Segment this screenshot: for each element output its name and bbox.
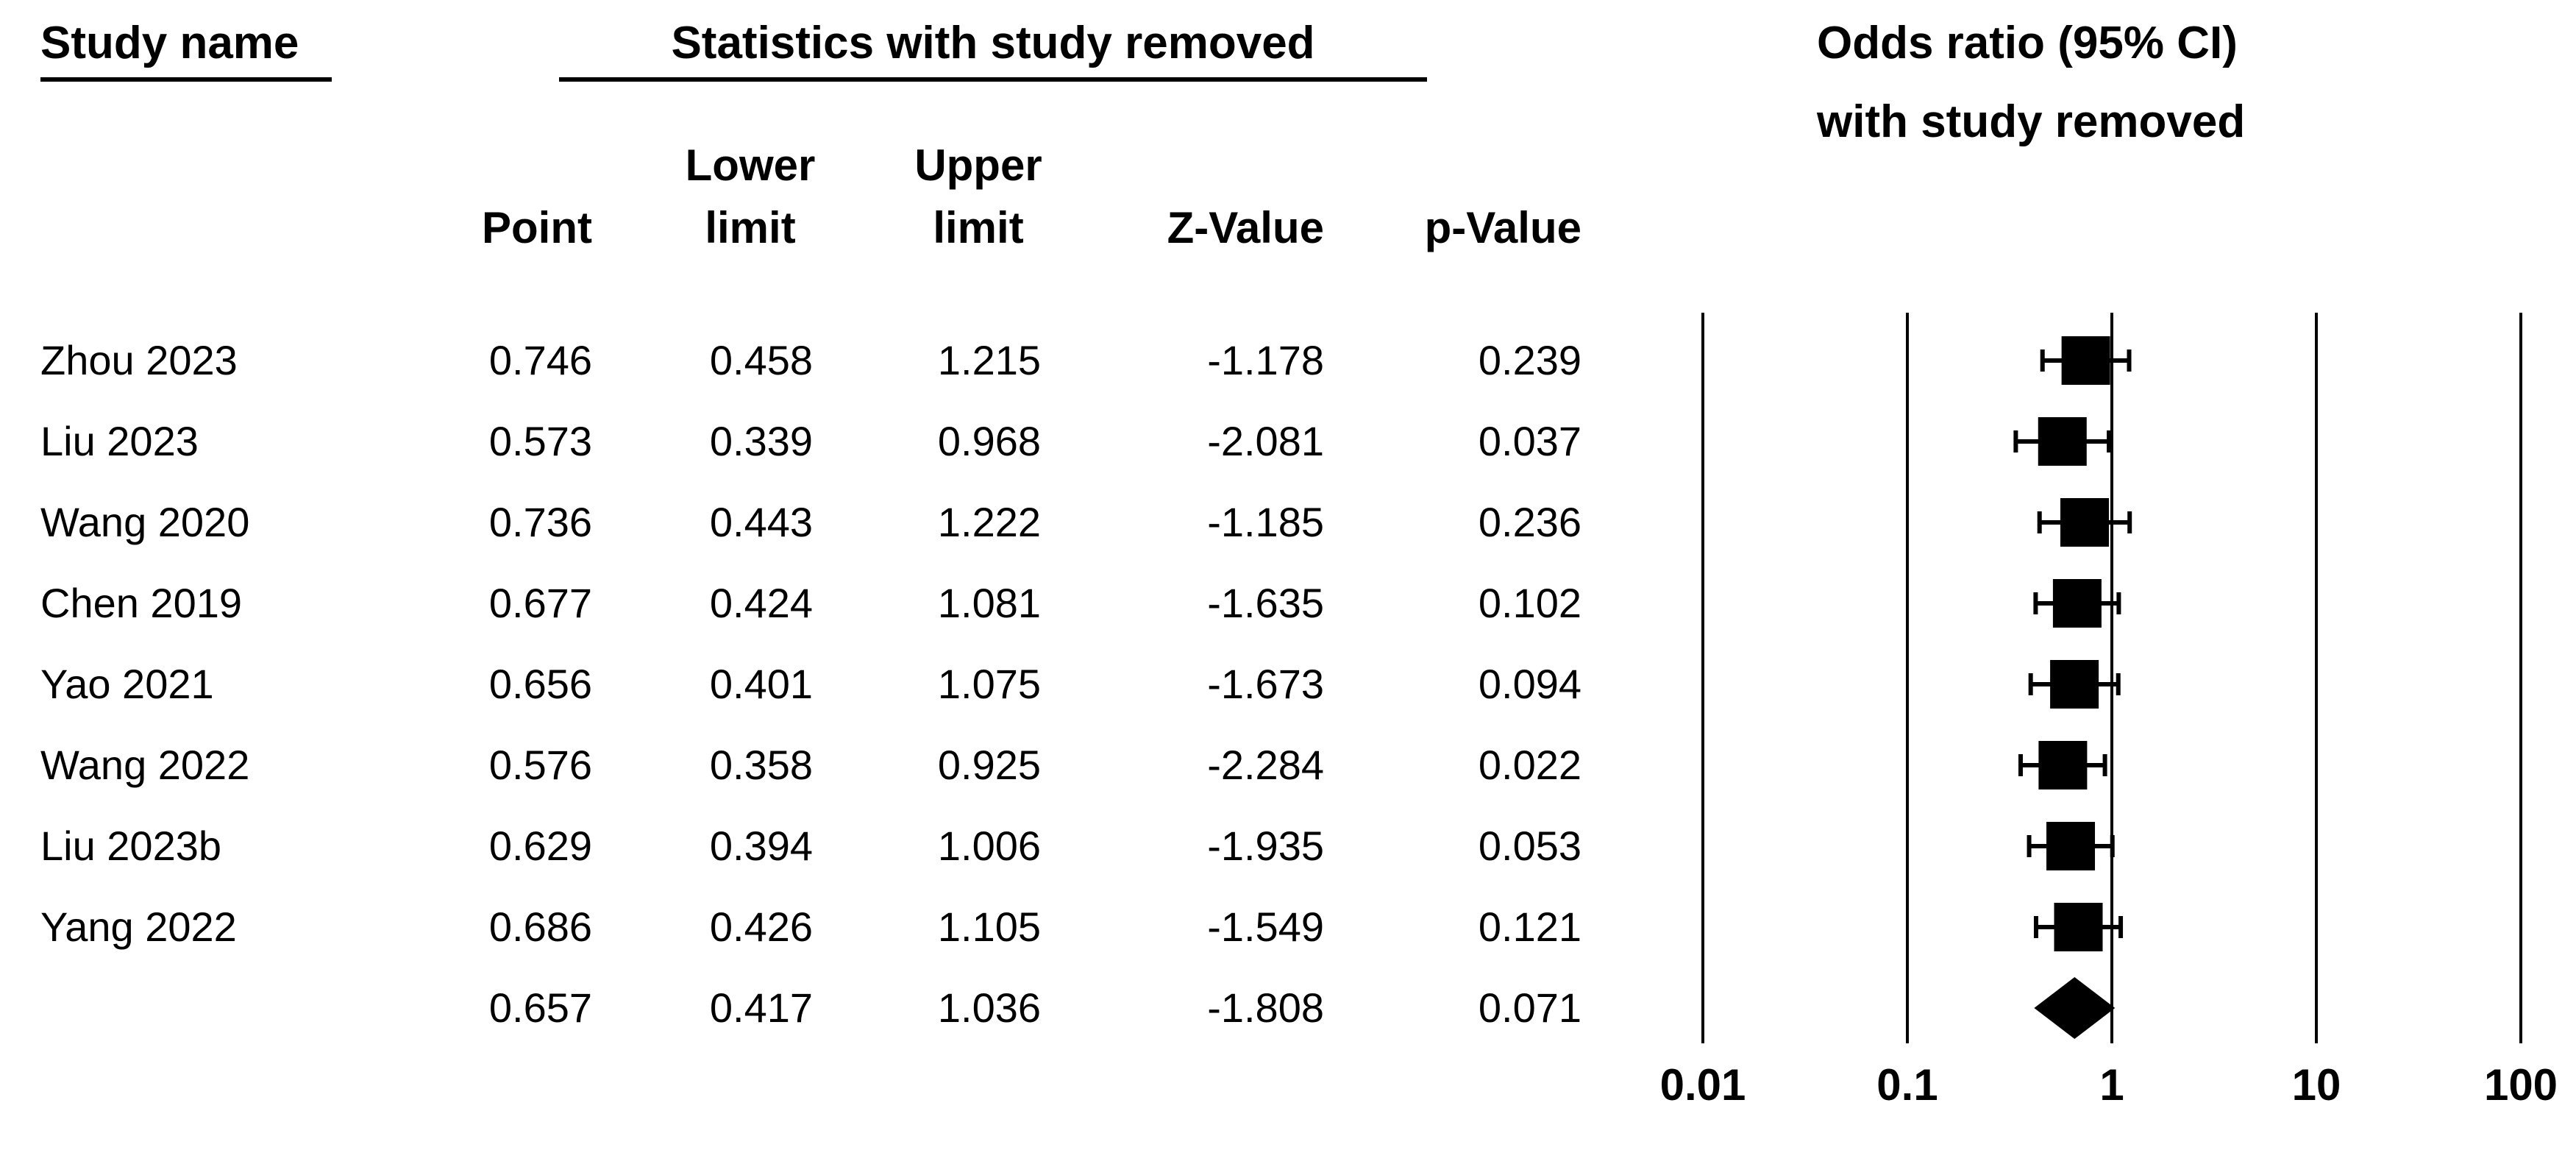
- forest-plot-svg: [1701, 313, 2522, 1043]
- cell-study: Wang 2022: [40, 742, 250, 788]
- cell-upper: 1.081: [937, 580, 1041, 626]
- table-row: Liu 2023 0.573 0.339 0.968 -2.081 0.037: [0, 401, 1618, 482]
- cell-point: 0.576: [488, 742, 592, 788]
- axis-labels: 0.01 0.1 1 10 100: [1655, 1060, 2576, 1126]
- cell-upper: 1.215: [937, 337, 1041, 383]
- axis-tick-label: 0.01: [1659, 1060, 1746, 1110]
- cell-point: 0.686: [488, 904, 592, 950]
- cell-point: 0.629: [488, 823, 592, 869]
- cell-p: 0.022: [1478, 742, 1581, 788]
- plot-title-line1: Odds ratio (95% CI): [1817, 18, 2238, 68]
- column-header-point: Point: [482, 203, 592, 252]
- column-header-lower-line1: Lower: [685, 141, 816, 190]
- cell-upper: 0.925: [937, 742, 1041, 788]
- table-row: Yang 2022 0.686 0.426 1.105 -1.549 0.121: [0, 887, 1618, 968]
- cell-z: -1.178: [1207, 337, 1324, 383]
- summary-row: 0.657 0.417 1.036 -1.808 0.071: [0, 968, 1618, 1048]
- cell-study: Liu 2023b: [40, 823, 222, 869]
- table-row: Wang 2022 0.576 0.358 0.925 -2.284 0.022: [0, 725, 1618, 806]
- cell-point: 0.746: [488, 337, 592, 383]
- table-row: Chen 2019 0.677 0.424 1.081 -1.635 0.102: [0, 563, 1618, 644]
- axis-tick-label: 0.1: [1876, 1060, 1938, 1110]
- point-estimate-square: [2038, 417, 2087, 466]
- table-rows: Zhou 2023 0.746 0.458 1.215 -1.178 0.239 Liu 2…: [0, 320, 1618, 1048]
- point-estimate-square: [2054, 903, 2103, 951]
- cell-lower: 0.417: [709, 984, 813, 1031]
- table-row: Yao 2021 0.656 0.401 1.075 -1.673 0.094: [0, 644, 1618, 725]
- cell-lower: 0.426: [709, 904, 813, 950]
- cell-upper: 1.036: [937, 984, 1041, 1031]
- table-row: Wang 2020 0.736 0.443 1.222 -1.185 0.236: [0, 482, 1618, 563]
- cell-point: 0.656: [488, 661, 592, 707]
- cell-z: -2.081: [1207, 418, 1324, 464]
- cell-z: -1.673: [1207, 661, 1324, 707]
- axis-tick-label: 1: [2099, 1060, 2124, 1110]
- axis-tick-label: 100: [2483, 1060, 2558, 1110]
- cell-z: -1.635: [1207, 580, 1324, 626]
- cell-p: 0.102: [1478, 580, 1581, 626]
- cell-z: -2.284: [1207, 742, 1324, 788]
- cell-z: -1.808: [1207, 984, 1324, 1031]
- summary-diamond: [2034, 977, 2116, 1039]
- cell-p: 0.071: [1478, 984, 1581, 1031]
- column-header-z-value: Z-Value: [1167, 203, 1324, 252]
- cell-p: 0.094: [1478, 661, 1581, 707]
- cell-upper: 1.222: [937, 499, 1041, 545]
- cell-point: 0.573: [488, 418, 592, 464]
- cell-z: -1.185: [1207, 499, 1324, 545]
- cell-z: -1.935: [1207, 823, 1324, 869]
- cell-study: Wang 2020: [40, 499, 250, 545]
- cell-p: 0.239: [1478, 337, 1581, 383]
- cell-upper: 1.105: [937, 904, 1041, 950]
- cell-p: 0.037: [1478, 418, 1581, 464]
- point-estimate-square: [2061, 336, 2110, 385]
- cell-point: 0.736: [488, 499, 592, 545]
- cell-study: Yang 2022: [40, 904, 237, 950]
- plot-title-line2: with study removed: [1817, 96, 2246, 147]
- study-name-header: Study name: [40, 18, 332, 82]
- column-header-upper-line1: Upper: [914, 141, 1042, 190]
- cell-point: 0.677: [488, 580, 592, 626]
- cell-upper: 1.006: [937, 823, 1041, 869]
- column-header-lower-line2: limit: [705, 203, 796, 252]
- axis-tick-label: 10: [2291, 1060, 2341, 1110]
- cell-p: 0.236: [1478, 499, 1581, 545]
- cell-upper: 0.968: [937, 418, 1041, 464]
- cell-lower: 0.401: [709, 661, 813, 707]
- point-estimate-square: [2046, 822, 2096, 870]
- column-header-p-value: p-Value: [1424, 203, 1581, 252]
- cell-study: Zhou 2023: [40, 337, 238, 383]
- cell-point: 0.657: [488, 984, 592, 1031]
- column-header-upper-line2: limit: [933, 203, 1024, 252]
- cell-p: 0.053: [1478, 823, 1581, 869]
- cell-study: Liu 2023: [40, 418, 199, 464]
- cell-lower: 0.339: [709, 418, 813, 464]
- cell-z: -1.549: [1207, 904, 1324, 950]
- cell-lower: 0.458: [709, 337, 813, 383]
- cell-upper: 1.075: [937, 661, 1041, 707]
- stats-group-header: Statistics with study removed: [559, 18, 1427, 82]
- point-estimate-square: [2050, 660, 2099, 709]
- cell-lower: 0.394: [709, 823, 813, 869]
- cell-study: Yao 2021: [40, 661, 214, 707]
- point-estimate-square: [2060, 498, 2109, 547]
- table-row: Zhou 2023 0.746 0.458 1.215 -1.178 0.239: [0, 320, 1618, 401]
- cell-p: 0.121: [1478, 904, 1581, 950]
- point-estimate-square: [2052, 579, 2102, 628]
- cell-lower: 0.358: [709, 742, 813, 788]
- table-row: Liu 2023b 0.629 0.394 1.006 -1.935 0.053: [0, 806, 1618, 887]
- cell-study: Chen 2019: [40, 580, 243, 626]
- point-estimate-square: [2038, 741, 2088, 789]
- cell-lower: 0.424: [709, 580, 813, 626]
- cell-lower: 0.443: [709, 499, 813, 545]
